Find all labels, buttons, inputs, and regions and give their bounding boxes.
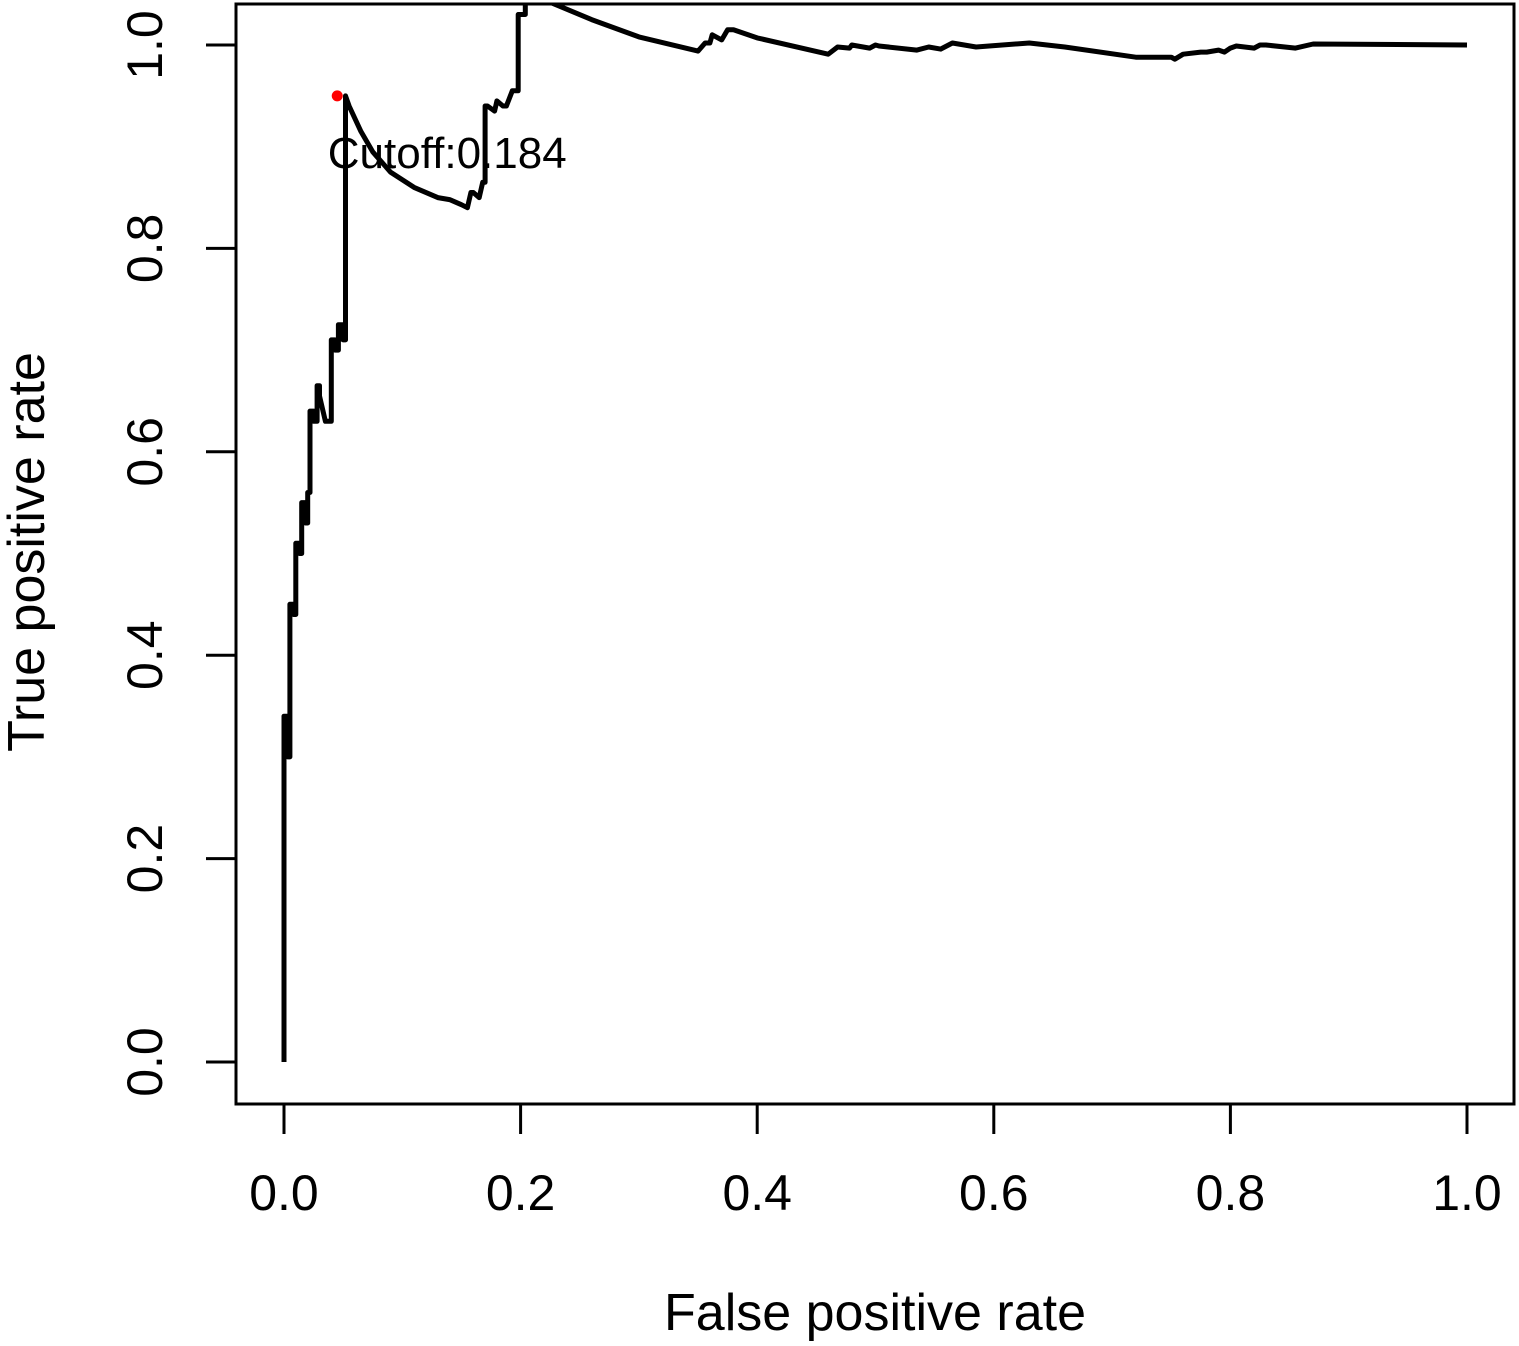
x-tick-label: 0.6 <box>959 1165 1029 1221</box>
cutoff-annotation: Cutoff:0.184 <box>328 129 567 178</box>
x-tick-label: 0.4 <box>722 1165 792 1221</box>
y-tick-label: 0.0 <box>117 1027 173 1097</box>
y-tick-label: 0.4 <box>117 620 173 690</box>
y-tick-label: 0.8 <box>117 214 173 284</box>
x-axis-label: False positive rate <box>664 1284 1086 1342</box>
x-tick-label: 0.0 <box>249 1165 319 1221</box>
y-tick-label: 0.6 <box>117 417 173 487</box>
y-tick-label: 0.2 <box>117 824 173 894</box>
x-axis: 0.0 0.2 0.4 0.6 0.8 1.0 <box>249 1102 1502 1221</box>
y-tick-label: 1.0 <box>117 10 173 80</box>
cutoff-point <box>331 90 343 102</box>
plot-area <box>281 4 1468 1062</box>
y-axis: 0.0 0.2 0.4 0.6 0.8 1.0 <box>117 10 238 1097</box>
x-tick-label: 0.2 <box>486 1165 556 1221</box>
x-tick-label: 0.8 <box>1196 1165 1266 1221</box>
y-axis-label: True positive rate <box>0 352 56 752</box>
roc-curve-line <box>281 4 1468 1062</box>
x-tick-label: 1.0 <box>1432 1165 1502 1221</box>
